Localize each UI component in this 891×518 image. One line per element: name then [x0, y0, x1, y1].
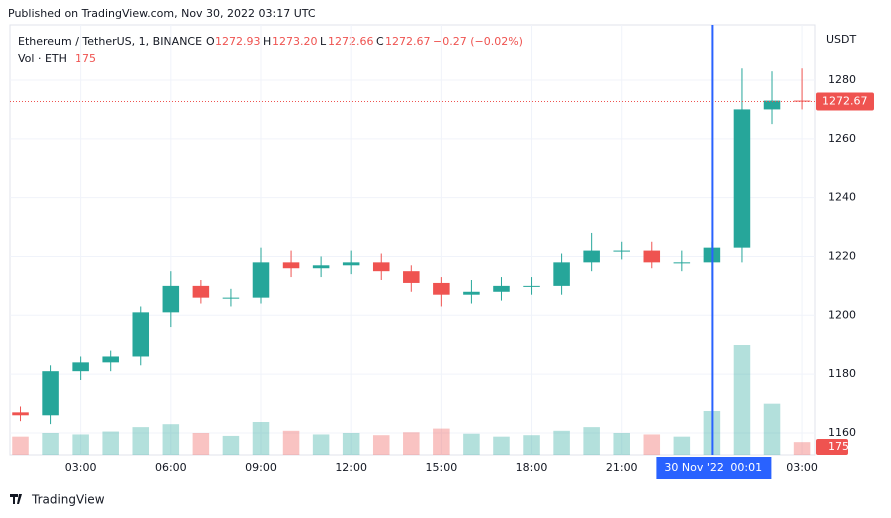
candle-body: [673, 262, 691, 264]
x-tick-label: 21:00: [606, 461, 638, 474]
symbol: Ethereum / TetherUS, 1, BINANCE: [18, 35, 202, 48]
volume-bar: [312, 434, 330, 455]
volume-value: 175: [75, 52, 96, 65]
candle-body: [643, 250, 661, 263]
volume-bar: [433, 428, 450, 455]
candle-body: [403, 271, 420, 283]
volume-bar: [102, 431, 119, 455]
volume-bar: [793, 442, 811, 455]
volume-bar: [643, 434, 661, 455]
volume-bar: [12, 436, 29, 455]
candle-body: [372, 262, 390, 272]
candle-body: [312, 265, 330, 269]
candle-body: [222, 297, 240, 299]
candle-body: [12, 412, 29, 416]
candle-body: [42, 371, 59, 416]
volume-bar: [733, 345, 751, 455]
legend-change: −0.27 (−0.02%): [433, 35, 523, 48]
y-tick-label: 1200: [828, 308, 856, 321]
volume-bar: [222, 435, 240, 455]
candle-body: [72, 362, 89, 372]
legend-o-label: O: [206, 35, 215, 48]
legend-h-label: H: [263, 35, 271, 48]
volume-bar: [42, 433, 59, 455]
volume-bar: [523, 435, 540, 455]
volume-bar: [403, 432, 420, 455]
candle-body: [733, 109, 751, 248]
y-tick-label: 1180: [828, 367, 856, 380]
y-tick-label: 1240: [828, 191, 856, 204]
y-tick-label: 1280: [828, 73, 856, 86]
candle-body: [523, 285, 540, 287]
y-tick-label: 1160: [828, 426, 856, 439]
candle-body: [463, 291, 480, 295]
volume-bar: [252, 422, 270, 455]
candle-body: [433, 282, 450, 295]
candle-body: [132, 312, 150, 357]
y-tick-label: 1220: [828, 249, 856, 262]
volume-label: Vol · ETH: [18, 52, 67, 65]
volume-bar: [192, 433, 210, 455]
last-price-badge: [816, 92, 874, 111]
legend-c: 1272.67: [385, 35, 431, 48]
legend-l-label: L: [320, 35, 327, 48]
candle-body: [192, 285, 210, 298]
price-unit: USDT: [826, 33, 857, 46]
x-tick-label: 03:00: [65, 461, 97, 474]
legend-h: 1273.20: [272, 35, 318, 48]
volume-bar: [372, 435, 390, 455]
x-tick-label: 09:00: [245, 461, 277, 474]
volume-bar: [282, 430, 300, 455]
brand-logo: [10, 494, 22, 504]
volume-bar: [613, 433, 630, 455]
crosshair-time: 00:01: [730, 461, 762, 474]
footer-brand: TradingView: [31, 493, 105, 507]
volume-bar: [553, 430, 570, 455]
legend-o: 1272.93: [215, 35, 261, 48]
x-tick-label: 03:00: [786, 461, 818, 474]
candle-body: [162, 285, 180, 313]
candle-body: [282, 262, 300, 269]
plot-layer: [10, 25, 815, 455]
volume-bar: [132, 427, 150, 455]
volume-bar: [162, 424, 180, 455]
candle-body: [613, 250, 630, 252]
volume-bar: [72, 434, 89, 455]
volume-bar: [493, 436, 510, 455]
plot-frame: [9, 24, 816, 456]
label-layer: 1160 1180 1200 1220 1240 1260 1280 03:00 06:00 09…: [65, 25, 874, 479]
candle-body: [252, 262, 270, 298]
y-tick-label: 1260: [828, 132, 856, 145]
x-tick-label: 06:00: [155, 461, 187, 474]
x-tick-label: 12:00: [335, 461, 367, 474]
x-tick-label: 15:00: [426, 461, 458, 474]
x-tick-label: 18:00: [516, 461, 548, 474]
candle-body: [583, 250, 600, 263]
crosshair-date: 30 Nov '22: [664, 461, 723, 474]
volume-bar: [763, 403, 781, 455]
candle-body: [553, 262, 570, 286]
volume-badge-label: 175: [828, 440, 849, 453]
volume-bar: [342, 433, 360, 455]
volume-bar: [463, 433, 480, 455]
crosshair-badge: [656, 457, 772, 479]
legend-c-label: C: [376, 35, 384, 48]
last-price-label: 1272.67: [822, 95, 868, 108]
volume-bar: [583, 427, 600, 455]
volume-badge: [816, 439, 848, 455]
volume-bar: [673, 436, 691, 455]
candle-body: [493, 285, 510, 292]
candle-body: [102, 356, 119, 363]
candle-body: [763, 100, 781, 110]
published-note: Published on TradingView.com, Nov 30, 20…: [8, 7, 316, 20]
candle-body: [342, 262, 360, 266]
